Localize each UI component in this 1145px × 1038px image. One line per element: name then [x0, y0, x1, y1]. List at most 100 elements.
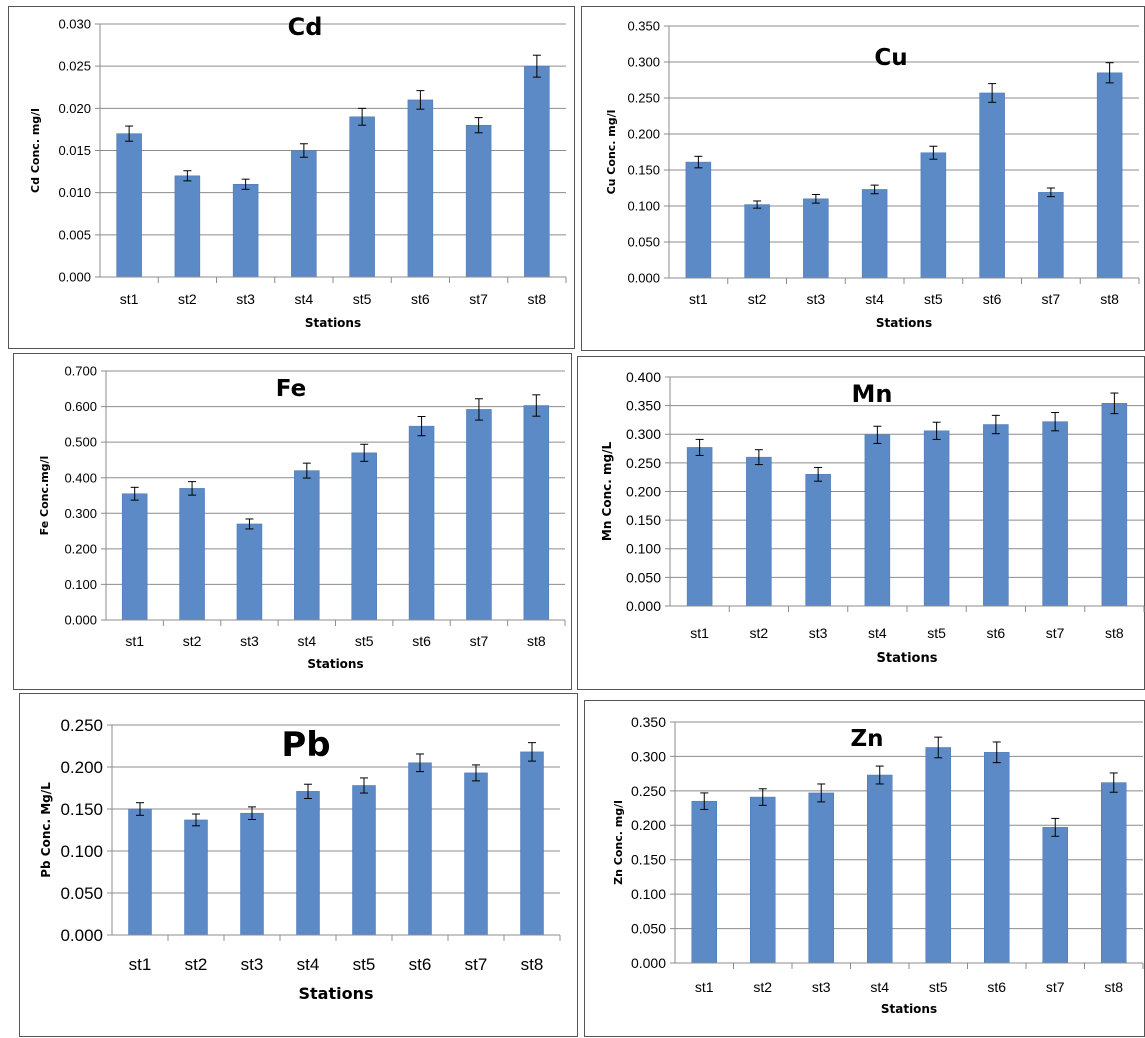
y-tick-label: 0.000	[631, 955, 666, 971]
bar-st5	[920, 152, 947, 279]
y-tick-label: 0.100	[627, 199, 660, 214]
x-tick-label: st3	[236, 291, 255, 307]
x-tick-label: st3	[241, 955, 264, 974]
y-tick-label: 0.010	[58, 185, 91, 200]
x-axis-label: Stations	[877, 651, 938, 666]
bar-st1	[128, 808, 152, 936]
y-tick-label: 0.400	[626, 369, 661, 385]
bar-st5	[925, 747, 951, 964]
y-tick-label: 0.100	[64, 577, 97, 592]
x-tick-label: st5	[353, 955, 376, 974]
x-tick-label: st2	[185, 955, 208, 974]
bar-st7	[1042, 827, 1068, 964]
chart-panel-cd: 0.000 0.005 0.010 0.015 0.020 0.025 0.030 st1 st…	[8, 6, 575, 349]
y-tick-label: 0.300	[631, 748, 666, 764]
chart-panel-zn: 0.000 0.050 0.100 0.150 0.200 0.250 0.300 0.350…	[584, 700, 1145, 1037]
bar-st7	[1038, 192, 1064, 279]
x-tick-label: st6	[987, 979, 1006, 995]
y-tick-label: 0.015	[58, 143, 91, 158]
bar-st1	[686, 447, 713, 607]
bar-st5	[923, 430, 950, 607]
x-axis-label: Stations	[876, 316, 932, 330]
x-tick-label: st5	[353, 291, 372, 307]
bar-st2	[750, 796, 776, 964]
chart-panel-fe: 0.000 0.100 0.200 0.300 0.400 0.500 0.600 0.700…	[13, 353, 572, 690]
y-tick-label: 0.250	[627, 91, 660, 106]
x-tick-label: st8	[1100, 291, 1119, 307]
y-tick-label: 0.000	[627, 271, 660, 286]
chart-panel-pb: 0.000 0.050 0.100 0.150 0.200 0.250 st1 st2 st3 s…	[19, 693, 578, 1037]
x-tick-label: st7	[1046, 979, 1065, 995]
x-tick-label: st5	[355, 633, 374, 649]
chart-title: Cd	[288, 13, 323, 41]
x-tick-label: st6	[411, 291, 430, 307]
y-tick-label: 0.250	[60, 716, 103, 735]
bar-st8	[524, 65, 550, 278]
y-tick-label: 0.100	[60, 842, 103, 861]
bar-st6	[408, 425, 435, 621]
x-tick-label: st1	[120, 291, 139, 307]
bar-st1	[116, 133, 142, 278]
x-tick-label: st6	[983, 291, 1002, 307]
y-tick-label: 0.050	[627, 235, 660, 250]
y-tick-label: 0.100	[626, 541, 661, 557]
x-tick-label: st3	[809, 625, 828, 641]
x-tick-label: st1	[689, 291, 708, 307]
bar-st1	[121, 493, 148, 621]
x-tick-label: st4	[295, 291, 314, 307]
x-tick-label: st4	[868, 625, 887, 641]
y-tick-label: 0.100	[631, 886, 666, 902]
chart-panel-mn: 0.000 0.050 0.100 0.150 0.200 0.250 0.300 0.350…	[577, 356, 1145, 690]
y-tick-label: 0.200	[626, 483, 661, 499]
y-tick-label: 0.025	[58, 59, 91, 74]
y-tick-label: 0.000	[626, 598, 661, 614]
bar-st2	[746, 456, 772, 607]
bar-st6	[408, 762, 432, 936]
x-tick-label: st5	[929, 979, 948, 995]
y-axis-label: Cd Conc. mg/l	[29, 108, 42, 193]
bar-st2	[184, 819, 208, 936]
bar-st4	[294, 470, 320, 621]
x-tick-label: st6	[412, 633, 431, 649]
x-tick-label: st2	[748, 291, 767, 307]
x-tick-label: st4	[297, 633, 316, 649]
bar-st8	[1101, 403, 1128, 607]
bar-st2	[744, 204, 770, 279]
chart-zn: 0.000 0.050 0.100 0.150 0.200 0.250 0.300 0.350…	[612, 714, 1144, 1016]
y-tick-label: 0.200	[64, 541, 97, 556]
chart-title: Zn	[850, 726, 883, 752]
bar-st3	[232, 183, 259, 278]
y-tick-label: 0.300	[64, 506, 97, 521]
y-tick-label: 0.300	[626, 426, 661, 442]
x-tick-label: st7	[1046, 625, 1065, 641]
chart-title: Fe	[276, 376, 306, 402]
x-tick-label: st4	[870, 979, 889, 995]
bar-st8	[1096, 72, 1123, 279]
y-tick-label: 0.000	[60, 926, 103, 945]
y-tick-label: 0.000	[64, 613, 97, 628]
y-tick-label: 0.150	[626, 512, 661, 528]
x-tick-label: st2	[178, 291, 197, 307]
chart-pb: 0.000 0.050 0.100 0.150 0.200 0.250 st1 st2 st3 s…	[39, 716, 561, 1003]
x-tick-label: st6	[987, 625, 1006, 641]
y-axis-label: Pb Conc. Mg/L	[39, 782, 53, 878]
bar-st4	[291, 150, 317, 278]
bar-st2	[179, 488, 205, 621]
x-tick-label: st6	[409, 955, 432, 974]
y-axis-label: Fe Conc.mg/l	[38, 456, 51, 536]
y-tick-label: 0.150	[631, 852, 666, 868]
bar-st7	[465, 124, 492, 278]
bar-st3	[803, 198, 829, 279]
x-axis-label: Stations	[305, 316, 361, 330]
bar-st3	[808, 792, 834, 964]
x-tick-label: st2	[183, 633, 202, 649]
x-tick-label: st3	[807, 291, 826, 307]
bar-st3	[240, 812, 264, 936]
x-tick-label: st5	[924, 291, 943, 307]
bar-st4	[861, 189, 888, 279]
x-tick-label: st7	[465, 955, 488, 974]
bar-st8	[520, 751, 544, 936]
bar-st2	[174, 175, 201, 278]
y-axis-label: Cu Conc. mg/l	[605, 110, 618, 195]
chart-panel-cu: 0.000 0.050 0.100 0.150 0.200 0.250 0.300 0.350…	[581, 6, 1145, 351]
